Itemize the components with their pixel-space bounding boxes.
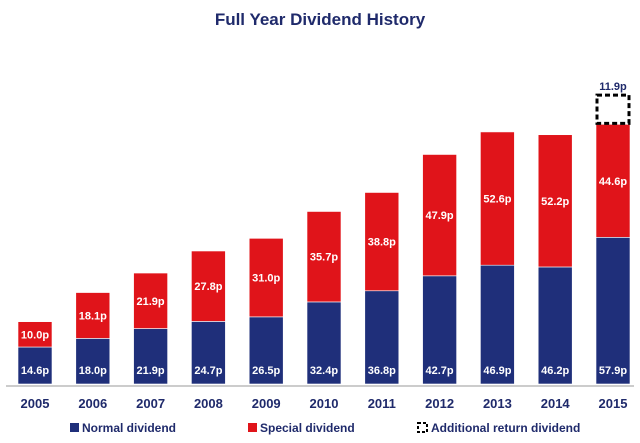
- data-label-special-2009: 31.0p: [252, 273, 280, 285]
- data-label-special-2010: 35.7p: [310, 252, 338, 264]
- data-label-special-2012: 47.9p: [426, 210, 454, 222]
- bar-special-2007: [133, 272, 168, 329]
- data-label-special-2011: 38.8p: [368, 237, 396, 249]
- legend: Normal dividend Special dividend Additio…: [70, 421, 580, 435]
- data-label-normal-2008: 24.7p: [194, 365, 222, 377]
- bar-additional-2015: [595, 93, 631, 125]
- legend-swatch-additional: [417, 422, 428, 433]
- bar-normal-2006: [75, 338, 111, 385]
- data-label-normal-2013: 46.9p: [483, 365, 511, 377]
- bar-normal-2005: [17, 346, 53, 385]
- data-label-normal-2014: 46.2p: [541, 365, 569, 377]
- bar-special-2012: [422, 154, 457, 277]
- data-label-normal-2005: 14.6p: [21, 365, 49, 377]
- data-label-special-2008: 27.8p: [194, 281, 222, 293]
- bar-normal-2007: [133, 328, 168, 385]
- data-label-special-2015: 44.6p: [599, 176, 627, 188]
- bars-group: 14.6p 10.0p 18.0p 18.1p 21.9p 21.9p 24.7p 27.8p…: [17, 81, 631, 385]
- bar-normal-2015: [595, 237, 631, 385]
- bar-special-2005: [17, 321, 53, 348]
- x-tick-2008: 2008: [194, 396, 223, 411]
- data-label-normal-2007: 21.9p: [137, 365, 165, 377]
- bar-normal-2009: [248, 316, 284, 385]
- bar-normal-2011: [364, 290, 400, 385]
- bar-special-2009: [248, 238, 284, 318]
- x-tick-2006: 2006: [78, 396, 107, 411]
- data-label-special-2006: 18.1p: [79, 310, 107, 322]
- x-ticks-group: 2005 2006 2007 2008 2009 2010 2011 2012 2013 2014…: [21, 396, 628, 411]
- bar-normal-2014: [537, 266, 573, 385]
- bar-normal-2010: [306, 301, 342, 385]
- data-label-special-2005: 10.0p: [21, 329, 49, 341]
- legend-item-special: Special dividend: [248, 421, 355, 435]
- x-tick-2009: 2009: [252, 396, 281, 411]
- bar-normal-2013: [480, 264, 515, 385]
- bar-special-2008: [191, 250, 226, 322]
- data-label-special-2007: 21.9p: [137, 296, 165, 308]
- data-label-additional-2015: 11.9p: [599, 81, 627, 93]
- x-tick-2011: 2011: [368, 396, 396, 411]
- bar-special-2013: [480, 131, 515, 266]
- legend-label-additional: Additional return dividend: [431, 421, 580, 435]
- legend-item-normal: Normal dividend: [70, 421, 176, 435]
- x-tick-2013: 2013: [483, 396, 512, 411]
- x-tick-2015: 2015: [599, 396, 628, 411]
- x-tick-2005: 2005: [21, 396, 50, 411]
- legend-label-normal: Normal dividend: [82, 421, 176, 435]
- x-tick-2014: 2014: [541, 396, 571, 411]
- data-label-special-2014: 52.2p: [541, 196, 569, 208]
- chart-title: Full Year Dividend History: [215, 10, 426, 29]
- data-label-normal-2015: 57.9p: [599, 365, 627, 377]
- x-tick-2007: 2007: [136, 396, 165, 411]
- bar-special-2010: [306, 211, 342, 303]
- data-label-normal-2011: 36.8p: [368, 365, 396, 377]
- x-tick-2012: 2012: [425, 396, 454, 411]
- data-label-normal-2010: 32.4p: [310, 365, 338, 377]
- bar-normal-2008: [191, 321, 226, 385]
- bar-special-2015: [595, 124, 631, 238]
- legend-swatch-special: [248, 423, 257, 432]
- legend-swatch-normal: [70, 423, 79, 432]
- data-label-normal-2012: 42.7p: [426, 365, 454, 377]
- data-label-normal-2009: 26.5p: [252, 365, 280, 377]
- legend-label-special: Special dividend: [260, 421, 355, 435]
- legend-item-additional: Additional return dividend: [417, 421, 580, 435]
- bar-special-2011: [364, 192, 400, 292]
- bar-special-2014: [537, 134, 573, 268]
- x-tick-2010: 2010: [310, 396, 339, 411]
- data-label-normal-2006: 18.0p: [79, 365, 107, 377]
- data-label-special-2013: 52.6p: [483, 194, 511, 206]
- bar-special-2006: [75, 292, 111, 339]
- bar-normal-2012: [422, 275, 457, 385]
